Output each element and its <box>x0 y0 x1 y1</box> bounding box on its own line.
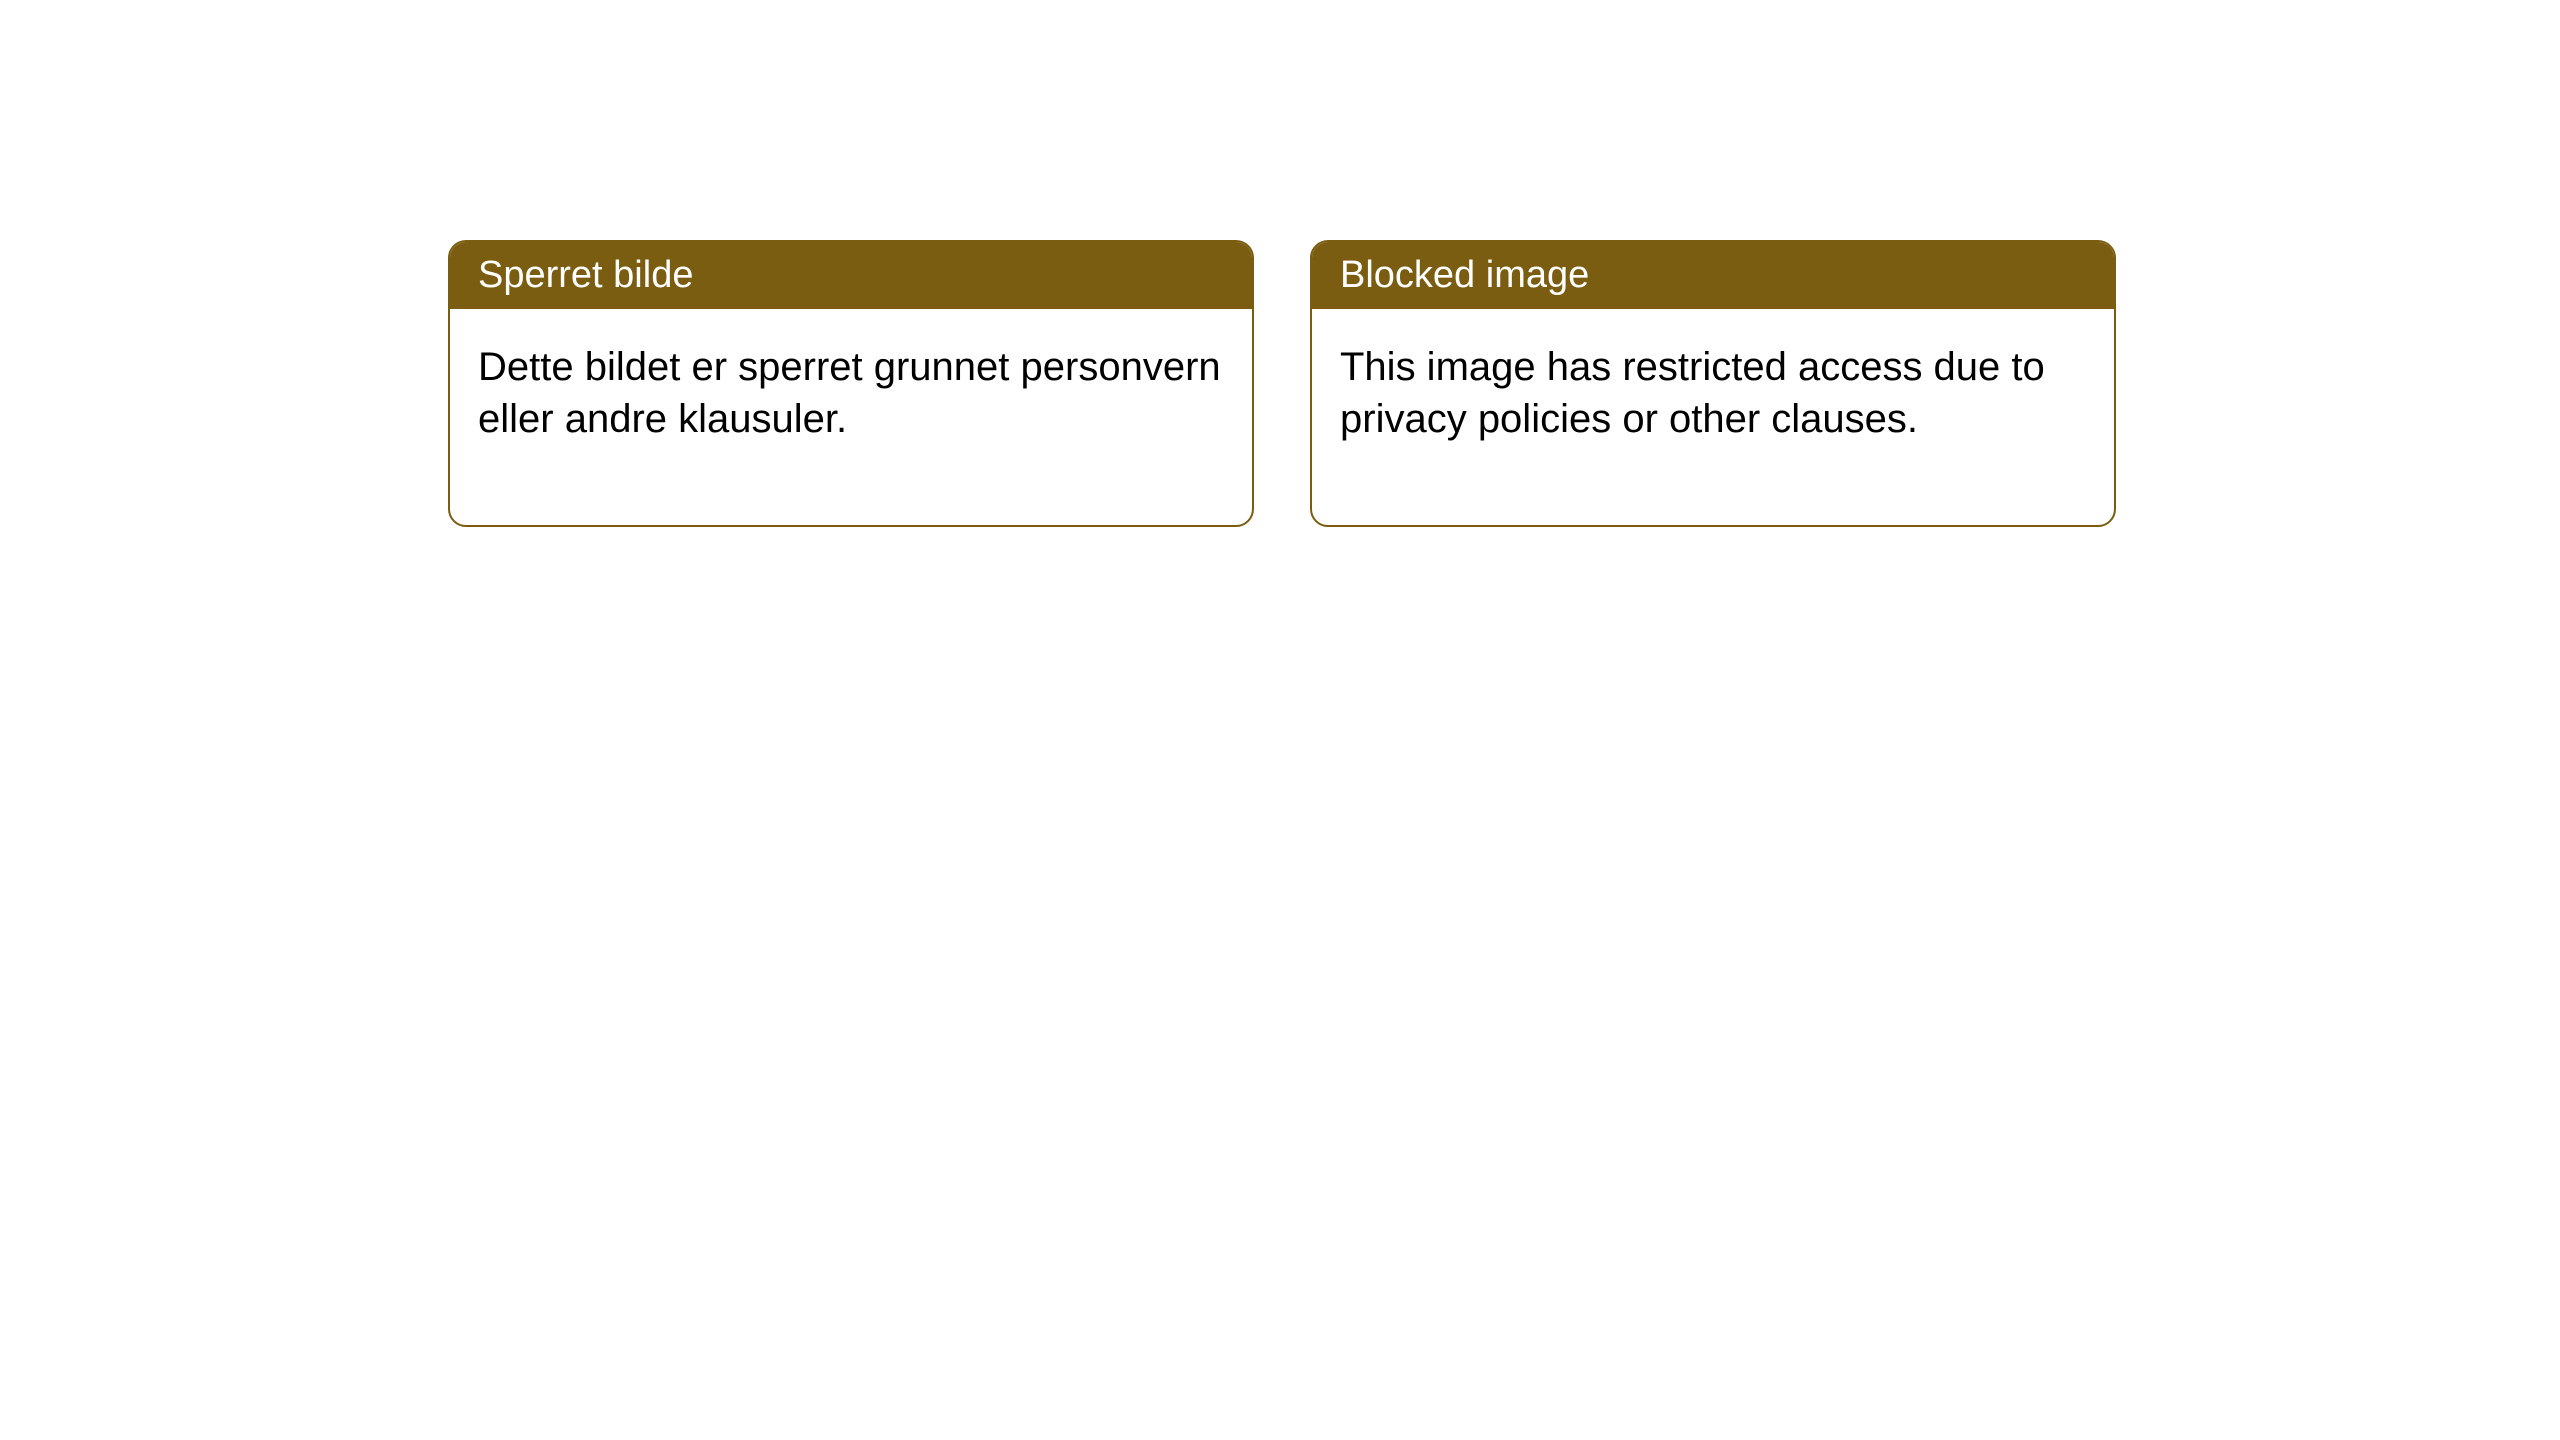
card-title: Sperret bilde <box>478 254 693 296</box>
card-header: Blocked image <box>1312 242 2114 309</box>
blocked-image-card-en: Blocked image This image has restricted … <box>1310 240 2116 527</box>
card-title: Blocked image <box>1340 254 1589 296</box>
card-message: This image has restricted access due to … <box>1340 345 2045 441</box>
notice-cards-container: Sperret bilde Dette bildet er sperret gr… <box>0 0 2560 527</box>
card-header: Sperret bilde <box>450 242 1252 309</box>
card-body: Dette bildet er sperret grunnet personve… <box>450 309 1252 525</box>
card-message: Dette bildet er sperret grunnet personve… <box>478 345 1221 441</box>
card-body: This image has restricted access due to … <box>1312 309 2114 525</box>
blocked-image-card-no: Sperret bilde Dette bildet er sperret gr… <box>448 240 1254 527</box>
